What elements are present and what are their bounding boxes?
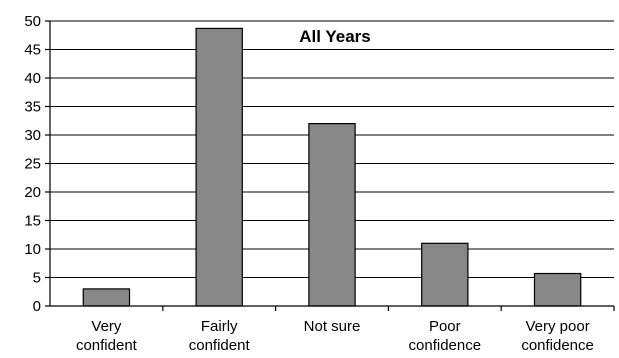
x-tick-label: Not sure: [304, 318, 361, 335]
y-tick-label: 35: [24, 99, 41, 116]
axes: [45, 20, 615, 311]
y-tick-label: 10: [24, 241, 41, 258]
y-tick-labels: 0 5 10 15 20 25 30 35 40 45 50: [24, 13, 41, 315]
y-tick-label: 0: [33, 298, 41, 315]
y-tick-label: 15: [24, 213, 41, 230]
bar: [421, 242, 469, 307]
y-tick-label: 50: [24, 13, 41, 30]
bar: [308, 122, 356, 307]
x-tick-label: confidence: [409, 337, 482, 354]
y-tick-label: 40: [24, 70, 41, 87]
x-tick-label: Fairly: [201, 318, 238, 335]
x-tick-label: Very: [91, 318, 122, 335]
bars: [82, 27, 582, 307]
x-tick-label: Poor: [429, 318, 461, 335]
x-tick-label: confident: [76, 337, 138, 354]
bar: [195, 27, 243, 307]
y-tick-label: 25: [24, 156, 41, 173]
x-tick-label: Very poor: [525, 318, 589, 335]
chart-title: All Years: [299, 27, 371, 46]
x-tick-label: confident: [189, 337, 251, 354]
x-tick-labels: Very confident Fairly confident Not sure Poor…: [76, 318, 594, 354]
bar: [82, 288, 131, 307]
y-tick-label: 20: [24, 184, 41, 201]
bar: [533, 272, 582, 307]
y-tick-label: 5: [33, 270, 41, 287]
y-tick-label: 30: [24, 127, 41, 144]
x-tick-label: confidence: [521, 337, 594, 354]
y-tick-label: 45: [24, 42, 41, 59]
